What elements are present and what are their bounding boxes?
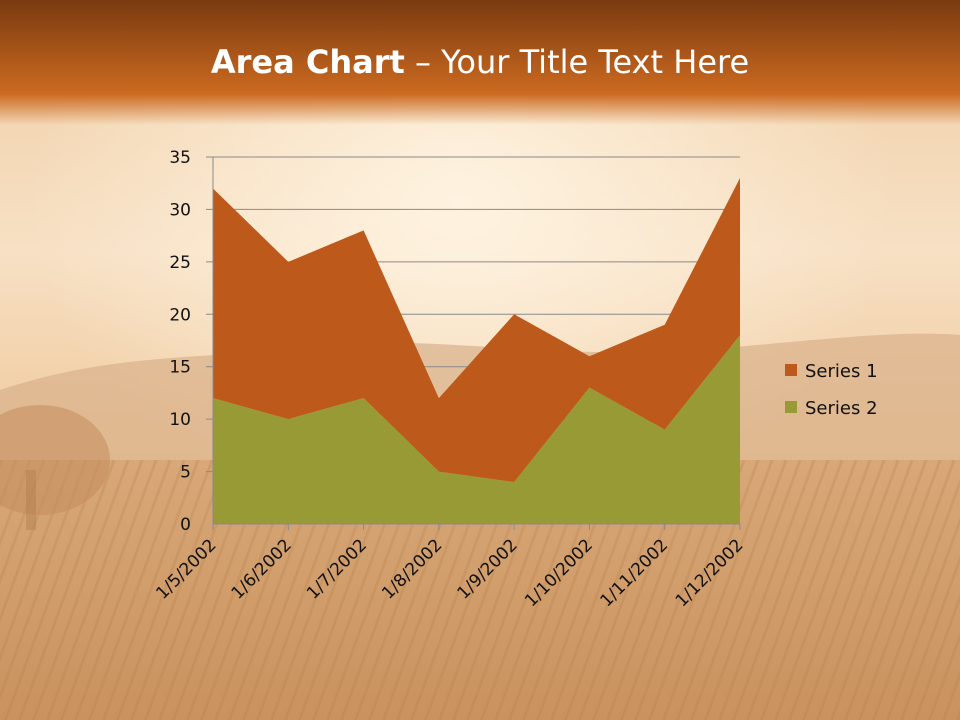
y-tick-label-15: 15: [169, 358, 191, 378]
y-tick-label-5: 5: [180, 463, 191, 483]
legend-swatch-1: [785, 364, 797, 376]
x-tick-label-5: 1/10/2002: [521, 535, 597, 611]
y-tick-label-35: 35: [169, 148, 191, 168]
x-tick-label-6: 1/11/2002: [596, 535, 672, 611]
slide-title-bold: Area Chart: [210, 43, 405, 81]
x-tick-label-3: 1/8/2002: [378, 535, 446, 603]
y-tick-label-20: 20: [169, 305, 191, 325]
series-1-area: [213, 177, 740, 483]
y-tick-label-0: 0: [180, 515, 191, 535]
y-tick-label-10: 10: [169, 410, 191, 430]
title-bar: [0, 0, 960, 125]
x-tick-label-7: 1/12/2002: [672, 535, 748, 611]
legend-label-1: Series 1: [805, 361, 878, 382]
y-tick-label-25: 25: [169, 253, 191, 273]
x-tick-label-0: 1/5/2002: [152, 535, 220, 603]
legend-label-2: Series 2: [805, 398, 878, 419]
series-2-area: [213, 335, 740, 524]
x-tick-label-1: 1/6/2002: [228, 535, 296, 603]
x-tick-label-4: 1/9/2002: [454, 535, 522, 603]
slide-title: Area Chart – Your Title Text Here: [0, 40, 960, 84]
legend-swatch-2: [785, 401, 797, 413]
y-tick-label-30: 30: [169, 200, 191, 220]
slide-title-rest: – Your Title Text Here: [404, 43, 750, 81]
x-tick-label-2: 1/7/2002: [303, 535, 371, 603]
